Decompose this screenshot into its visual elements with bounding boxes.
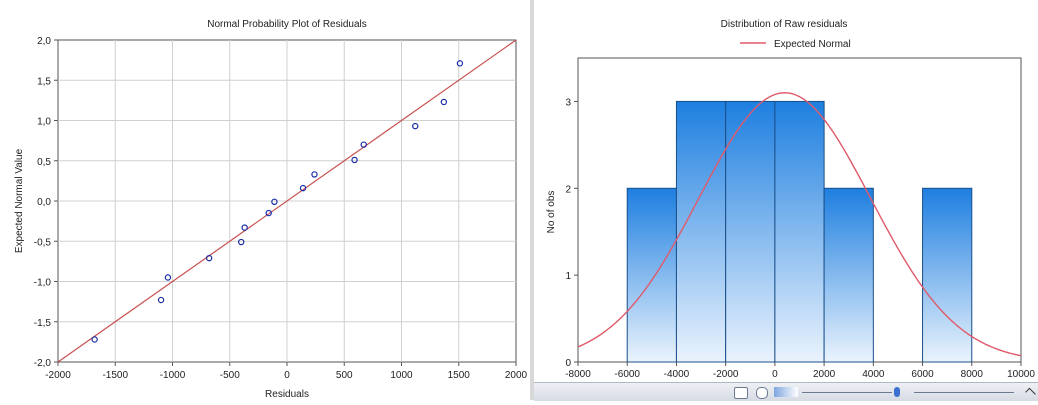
data-point — [164, 274, 172, 281]
y-tick-label: -0,5 — [34, 237, 52, 248]
zoom-slider[interactable] — [802, 387, 892, 393]
x-tick-label: 2000 — [505, 370, 528, 381]
y-tick-label: 0 — [565, 358, 571, 369]
y-tick-label: 2,0 — [37, 36, 51, 47]
x-tick-label: -8000 — [565, 369, 591, 380]
normal-probability-plot: Normal Probability Plot of Residuals -20… — [14, 19, 528, 400]
zoom-reset-icon[interactable] — [756, 387, 768, 399]
y-tick-labels: 0 1 2 3 — [565, 97, 578, 369]
x-tick-label: 10000 — [1007, 369, 1035, 380]
x-tick-label: -2000 — [45, 370, 71, 381]
zoom-in-icon[interactable] — [774, 387, 798, 397]
x-tick-label: 8000 — [961, 369, 984, 380]
data-point — [265, 209, 272, 217]
data-point — [271, 198, 278, 206]
data-point — [311, 171, 318, 178]
chart-title: Distribution of Raw residuals — [721, 19, 848, 30]
zoom-slider-thumb-icon[interactable] — [894, 387, 900, 397]
panel-divider — [530, 0, 534, 400]
x-tick-labels: -2000 -1500 -1000 -500 0 500 1000 1500 2000 — [45, 370, 527, 381]
data-point — [205, 254, 213, 262]
y-tick-label: -2,0 — [34, 358, 52, 369]
data-point — [237, 238, 245, 246]
data-point — [351, 156, 358, 164]
x-tick-label: 1500 — [448, 370, 471, 381]
pan-slider[interactable] — [914, 387, 1014, 393]
y-tick-label: 1 — [565, 271, 571, 282]
y-axis-label: No of obs — [546, 191, 557, 234]
y-tick-label: -1,5 — [34, 318, 52, 329]
histogram-bar — [823, 187, 874, 363]
data-point — [299, 184, 307, 192]
data-point — [241, 224, 248, 231]
x-tick-label: -6000 — [614, 369, 640, 380]
chevron-up-icon[interactable] — [1025, 387, 1036, 399]
x-tick-label: -1000 — [160, 370, 186, 381]
y-tick-label: -1,0 — [34, 278, 52, 289]
x-tick-label: 2000 — [813, 369, 836, 380]
x-tick-label: 6000 — [911, 369, 934, 380]
x-tick-label: -4000 — [664, 369, 690, 380]
histogram-bars — [626, 100, 973, 363]
y-tick-label: 1,5 — [37, 76, 51, 87]
histogram-bar — [774, 100, 825, 363]
data-point — [412, 122, 419, 130]
y-tick-label: 2 — [565, 184, 571, 195]
x-tick-label: 0 — [772, 369, 778, 380]
histogram-bar — [675, 100, 727, 363]
histogram-panel: Distribution of Raw residuals Expected N… — [534, 0, 1038, 401]
reference-line — [57, 39, 517, 363]
x-axis-label: Residuals — [265, 389, 309, 400]
x-tick-label: 500 — [336, 370, 353, 381]
x-tick-label: 0 — [284, 370, 290, 381]
x-tick-labels: -8000 -6000 -4000 -2000 0 2000 4000 6000 8000 100… — [565, 362, 1035, 380]
chart-title: Normal Probability Plot of Residuals — [207, 19, 367, 30]
data-points — [91, 60, 464, 343]
data-point — [456, 60, 464, 67]
data-point — [360, 141, 367, 148]
y-tick-label: 0,5 — [37, 157, 51, 168]
x-tick-label: -2000 — [713, 369, 739, 380]
data-point — [157, 296, 165, 304]
histogram-bar — [725, 100, 776, 363]
legend-label: Expected Normal — [774, 39, 851, 50]
x-tick-label: -500 — [220, 370, 240, 381]
expected-normal-curve — [577, 91, 1022, 357]
y-tick-label: 1,0 — [37, 117, 51, 128]
y-tick-label: 3 — [565, 97, 571, 108]
y-tick-label: 0,0 — [37, 197, 51, 208]
data-point — [91, 336, 98, 343]
normal-probability-plot-panel: Normal Probability Plot of Residuals -20… — [14, 19, 528, 400]
histogram-bar — [626, 187, 677, 363]
zoom-out-icon[interactable] — [734, 387, 748, 399]
status-bar — [534, 382, 1038, 401]
grid — [54, 39, 517, 366]
x-tick-label: 1000 — [390, 370, 413, 381]
y-tick-labels: 2,0 1,5 1,0 0,5 0,0 -0,5 -1,0 -1,5 -2,0 — [34, 36, 52, 369]
x-tick-label: 4000 — [862, 369, 885, 380]
x-tick-label: -1500 — [102, 370, 128, 381]
residual-histogram: Distribution of Raw residuals Expected N… — [546, 19, 1035, 380]
y-axis-label: Expected Normal Value — [14, 148, 25, 253]
histogram-bar — [922, 187, 973, 363]
data-point — [440, 98, 448, 106]
